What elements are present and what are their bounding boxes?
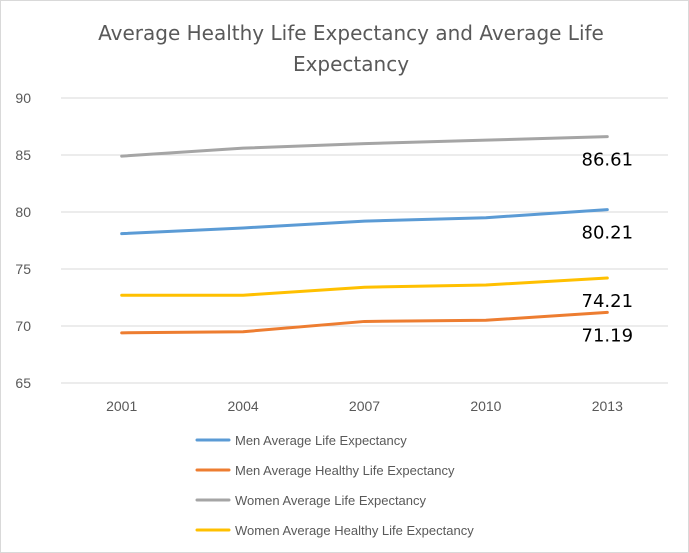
end-value-label: 74.21 — [582, 291, 634, 312]
x-tick-label: 2013 — [592, 398, 623, 414]
gridlines — [61, 97, 668, 384]
series-line-1 — [120, 208, 609, 236]
legend: Men Average Life Expectancy Men Average H… — [195, 433, 474, 538]
series-line-2 — [120, 310, 609, 335]
y-tick-label: 85 — [15, 147, 31, 163]
series-line-4 — [120, 276, 609, 297]
y-tick-label: 90 — [15, 90, 31, 106]
x-tick-label: 2001 — [106, 398, 137, 414]
y-tick-label: 75 — [15, 261, 31, 277]
series-line-3 — [120, 135, 609, 158]
x-axis-ticks: 2001 2004 2007 2010 2013 — [106, 398, 623, 414]
end-value-label: 86.61 — [582, 150, 634, 171]
x-tick-label: 2010 — [470, 398, 501, 414]
end-value-label: 71.19 — [582, 325, 634, 346]
x-tick-label: 2007 — [349, 398, 380, 414]
legend-label: Men Average Life Expectancy — [235, 433, 407, 448]
legend-label: Women Average Healthy Life Expectancy — [235, 523, 474, 538]
y-tick-label: 80 — [15, 204, 31, 220]
chart-title-line-1: Average Healthy Life Expectancy and Aver… — [98, 21, 604, 45]
series-lines — [120, 135, 609, 335]
y-tick-label: 65 — [15, 375, 31, 391]
y-axis-ticks: 90 85 80 75 70 65 — [15, 90, 31, 391]
end-labels: 80.21 71.19 86.61 74.21 — [582, 150, 634, 347]
legend-label: Women Average Life Expectancy — [235, 493, 427, 508]
y-tick-label: 70 — [15, 318, 31, 334]
legend-label: Men Average Healthy Life Expectancy — [235, 463, 455, 478]
end-value-label: 80.21 — [582, 223, 634, 244]
x-tick-label: 2004 — [228, 398, 259, 414]
chart-title-line-2: Expectancy — [293, 52, 409, 76]
